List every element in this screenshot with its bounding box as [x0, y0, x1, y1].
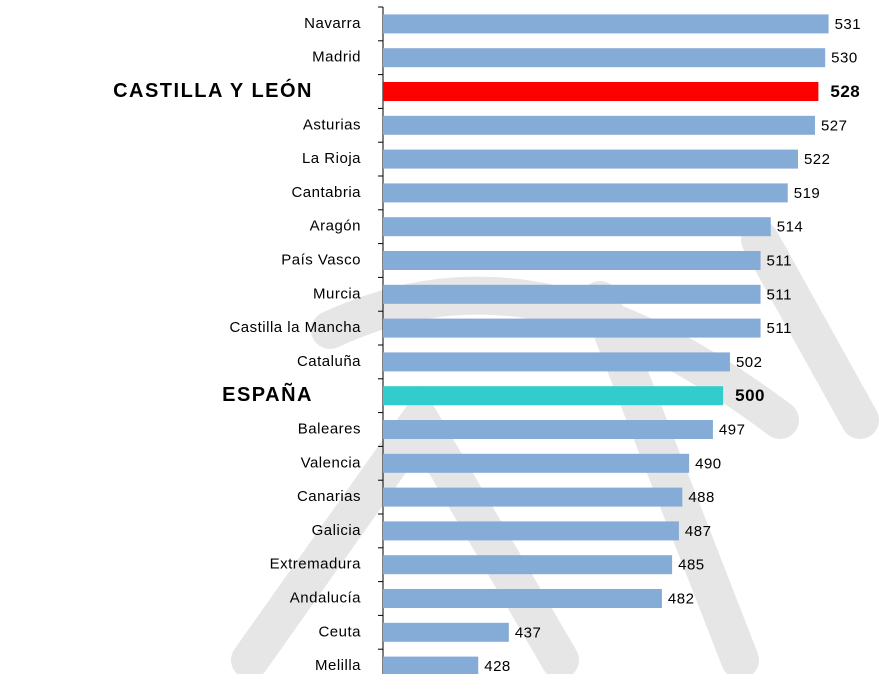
- value-label: 528: [830, 82, 860, 101]
- bar: [383, 14, 829, 34]
- bar: [383, 217, 771, 237]
- bar: [383, 251, 761, 270]
- value-label: 519: [794, 185, 821, 202]
- bar: [383, 284, 761, 304]
- value-label: 511: [767, 320, 792, 337]
- category-label: Extremadura: [270, 556, 362, 573]
- value-label: 482: [668, 590, 695, 607]
- bar: [383, 183, 788, 203]
- bar: [383, 521, 679, 541]
- bar: [383, 555, 673, 575]
- category-label: Melilla: [315, 657, 361, 674]
- bar: [383, 453, 690, 473]
- category-label: Valencia: [301, 454, 362, 471]
- category-label: Cataluña: [297, 353, 361, 370]
- category-label: CASTILLA Y LEÓN: [113, 78, 313, 102]
- bar: [383, 589, 662, 608]
- category-label: Aragón: [310, 218, 361, 235]
- value-label: 511: [767, 286, 792, 303]
- value-label: 487: [685, 523, 712, 540]
- category-label: Navarra: [304, 15, 361, 32]
- category-label: Asturias: [303, 116, 361, 133]
- watermark-stroke: [311, 276, 799, 439]
- bar: [383, 318, 761, 338]
- category-label: Ceuta: [318, 623, 361, 640]
- category-label: Galicia: [312, 522, 362, 539]
- bar: [383, 656, 479, 674]
- bar: [383, 487, 683, 507]
- bar: [383, 622, 509, 642]
- value-label: 488: [688, 489, 715, 506]
- category-label: Baleares: [298, 420, 361, 437]
- value-label: 514: [777, 219, 804, 236]
- bar: [383, 115, 815, 135]
- category-label: País Vasco: [281, 251, 361, 268]
- value-label: 437: [515, 624, 542, 641]
- category-label: Cantabria: [291, 184, 361, 201]
- category-label: ESPAÑA: [222, 383, 313, 406]
- bar: [383, 386, 724, 406]
- watermark-stroke: [741, 221, 879, 439]
- category-label: Murcia: [313, 285, 361, 302]
- category-label: Castilla la Mancha: [229, 319, 361, 336]
- value-label: 522: [804, 151, 831, 168]
- value-label: 490: [695, 455, 722, 472]
- value-label: 530: [831, 50, 858, 67]
- bar: [383, 149, 798, 169]
- category-label: Canarias: [297, 488, 361, 505]
- value-label: 485: [678, 557, 705, 574]
- value-label: 531: [835, 16, 862, 33]
- value-label: 428: [484, 658, 511, 674]
- value-label: 511: [767, 252, 792, 269]
- category-label: Andalucía: [290, 589, 361, 606]
- bar: [383, 82, 819, 101]
- value-label: 500: [735, 386, 765, 405]
- bar: [383, 420, 713, 439]
- category-label: La Rioja: [302, 150, 361, 167]
- bar: [383, 48, 826, 68]
- bar: [383, 352, 730, 372]
- value-label: 502: [736, 354, 763, 371]
- value-label: 497: [719, 421, 746, 438]
- category-label: Madrid: [312, 49, 361, 66]
- value-label: 527: [821, 117, 848, 134]
